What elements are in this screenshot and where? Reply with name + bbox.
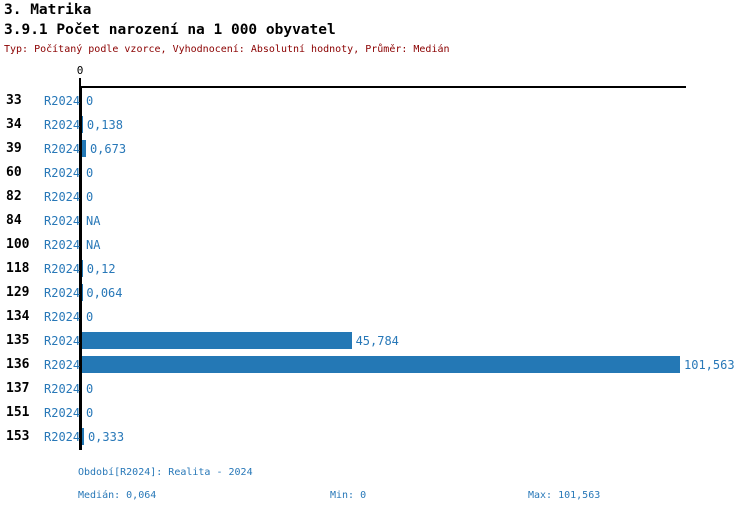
row-id: 34	[6, 117, 22, 132]
row-id: 153	[6, 429, 30, 444]
row-id: 135	[6, 333, 30, 348]
bar-value-label: NA	[86, 214, 101, 228]
chart-row: 129 R2024 0,064	[0, 281, 750, 305]
bar-value-label: 0,064	[86, 286, 123, 300]
row-id: 151	[6, 405, 30, 420]
footer-period-label: Období[R2024]: Realita - 2024	[78, 467, 253, 478]
bar	[82, 356, 680, 373]
row-period-label: R2024	[44, 358, 81, 372]
footer-min-label: Min: 0	[330, 490, 367, 501]
chart-row: 134 R2024 0	[0, 305, 750, 329]
row-period-label: R2024	[44, 334, 81, 348]
bar	[82, 332, 352, 349]
bar	[82, 140, 86, 157]
chart-row: 100 R2024 NA	[0, 233, 750, 257]
axis-top-line	[79, 86, 686, 88]
footer-median-label: Medián: 0,064	[78, 490, 157, 501]
chart-row: 84 R2024 NA	[0, 209, 750, 233]
bar-value-label: 0	[86, 166, 94, 180]
bar	[82, 116, 83, 133]
bar	[82, 260, 83, 277]
row-period-label: R2024	[44, 262, 81, 276]
row-period-label: R2024	[44, 238, 81, 252]
chart-title: 3.9.1 Počet narození na 1 000 obyvatel	[4, 22, 336, 38]
bar-value-label: 0,333	[87, 430, 125, 444]
row-id: 82	[6, 189, 22, 204]
row-id: 118	[6, 261, 30, 276]
bar-value-label: 0,673	[89, 142, 127, 156]
bar-value-label: 0	[86, 94, 94, 108]
bar-value-label: 45,784	[355, 334, 399, 348]
row-id: 100	[6, 237, 30, 252]
row-period-label: R2024	[44, 118, 81, 132]
chart-row: 33 R2024 0	[0, 89, 750, 113]
row-id: 136	[6, 357, 30, 372]
row-period-label: R2024	[44, 142, 81, 156]
row-id: 84	[6, 213, 22, 228]
bar-value-label: 0,12	[86, 262, 116, 276]
row-period-label: R2024	[44, 430, 81, 444]
page-title: 3. Matrika	[4, 2, 92, 18]
row-id: 60	[6, 165, 22, 180]
row-period-label: R2024	[44, 166, 81, 180]
bar-value-label: NA	[86, 238, 101, 252]
axis-zero-label: 0	[76, 64, 84, 77]
row-period-label: R2024	[44, 406, 81, 420]
chart-row: 137 R2024 0	[0, 377, 750, 401]
bar-value-label: 0	[86, 310, 94, 324]
row-period-label: R2024	[44, 382, 81, 396]
row-period-label: R2024	[44, 190, 81, 204]
bar-value-label: 0	[86, 382, 94, 396]
chart-row: 34 R2024 0,138	[0, 113, 750, 137]
row-period-label: R2024	[44, 94, 81, 108]
chart-row: 151 R2024 0	[0, 401, 750, 425]
chart-row: 118 R2024 0,12	[0, 257, 750, 281]
row-id: 129	[6, 285, 30, 300]
row-period-label: R2024	[44, 310, 81, 324]
row-period-label: R2024	[44, 214, 81, 228]
chart-row: 82 R2024 0	[0, 185, 750, 209]
footer-max-label: Max: 101,563	[528, 490, 601, 501]
axis-vertical-line	[79, 86, 82, 450]
axis-zero-tick	[79, 78, 81, 87]
chart-row: 135 R2024 45,784	[0, 329, 750, 353]
row-id: 33	[6, 93, 22, 108]
row-id: 39	[6, 141, 22, 156]
row-period-label: R2024	[44, 286, 81, 300]
chart-row: 39 R2024 0,673	[0, 137, 750, 161]
bar-rows: 33 R2024 0 34 R2024 0,138 39 R2024 0,673 60 R2024 0…	[0, 89, 750, 449]
bar-value-label: 101,563	[684, 358, 735, 372]
chart-row: 136 R2024 101,563	[0, 353, 750, 377]
bar-value-label: 0	[86, 406, 94, 420]
bar	[82, 428, 84, 445]
row-id: 137	[6, 381, 30, 396]
chart-row: 153 R2024 0,333	[0, 425, 750, 449]
chart-type-line: Typ: Počítaný podle vzorce, Vyhodnocení:…	[4, 44, 450, 55]
bar-value-label: 0	[86, 190, 94, 204]
row-id: 134	[6, 309, 30, 324]
bar-value-label: 0,138	[86, 118, 123, 132]
chart-row: 60 R2024 0	[0, 161, 750, 185]
